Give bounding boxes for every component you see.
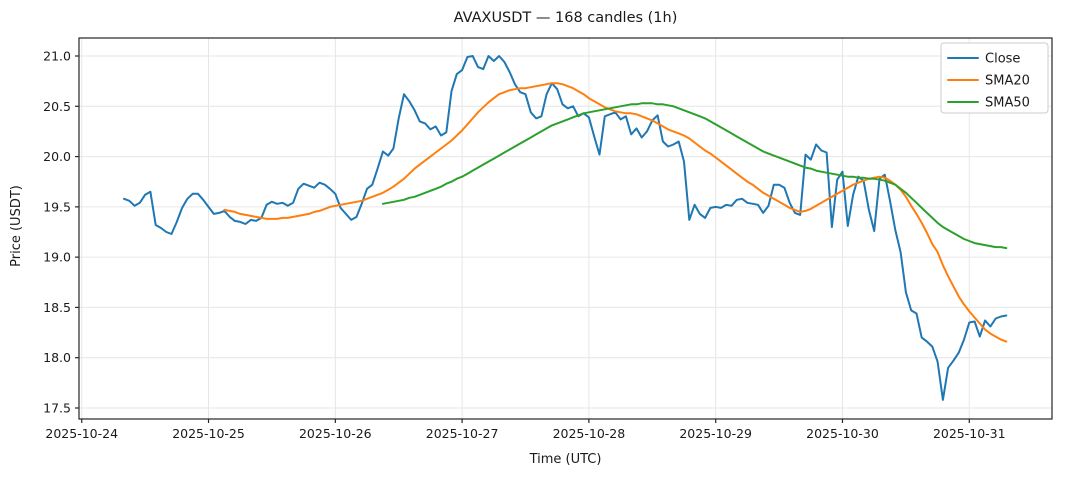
y-axis-label: Price (USDT) <box>9 185 24 267</box>
y-tick-label: 20.5 <box>43 99 71 114</box>
legend-label-sma50: SMA50 <box>985 96 1030 111</box>
tick-layer: 2025-10-24 2025-10-25 2025-10-26 2025-10-27… <box>43 49 1005 442</box>
y-tick-label: 19.5 <box>43 199 71 214</box>
grid-layer <box>79 38 1052 419</box>
y-tick-label: 20.0 <box>43 149 71 164</box>
series-line-close <box>123 55 1008 401</box>
legend-label-close: Close <box>985 52 1020 67</box>
series-layer <box>123 55 1008 401</box>
x-tick-label: 2025-10-26 <box>299 426 372 441</box>
plot-frame <box>78 37 1053 420</box>
x-tick-label: 2025-10-28 <box>553 426 626 441</box>
series-line-sma20 <box>223 82 1008 343</box>
y-tick-label: 17.5 <box>43 400 71 415</box>
legend-box <box>940 42 1049 114</box>
x-tick-label: 2025-10-29 <box>679 426 752 441</box>
y-tick-label: 21.0 <box>43 49 71 64</box>
y-tick-label: 18.5 <box>43 300 71 315</box>
frame-layer <box>78 37 1053 420</box>
chart-title: AVAXUSDT — 168 candles (1h) <box>454 10 678 26</box>
y-tick-label: 19.0 <box>43 250 71 265</box>
x-axis-label: Time (UTC) <box>529 452 602 467</box>
series-line-sma50 <box>381 102 1008 250</box>
x-tick-label: 2025-10-27 <box>426 426 499 441</box>
legend-label-sma20: SMA20 <box>985 74 1030 89</box>
x-tick-label: 2025-10-25 <box>172 426 245 441</box>
x-tick-label: 2025-10-24 <box>45 426 118 441</box>
x-tick-label: 2025-10-31 <box>933 426 1006 441</box>
x-tick-label: 2025-10-30 <box>806 426 879 441</box>
legend: Close SMA20 SMA50 <box>940 42 1049 114</box>
y-tick-label: 18.0 <box>43 350 71 365</box>
